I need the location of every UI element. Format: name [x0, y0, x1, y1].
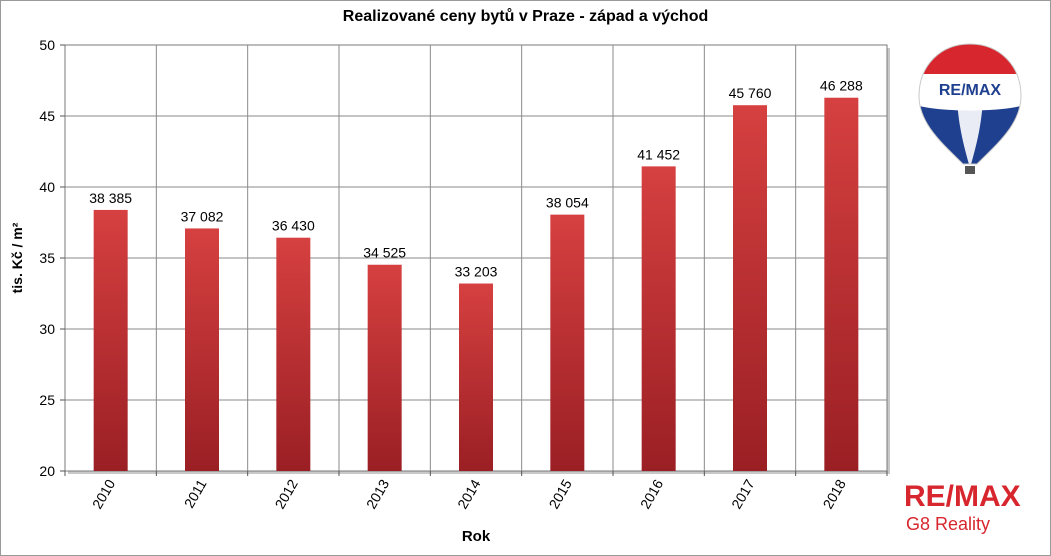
data-label-2010: 38 385: [89, 190, 132, 206]
balloon-logo-text: RE/MAX: [939, 82, 1002, 99]
bar-2016: [641, 166, 676, 472]
y-axis-label: tis. Kč / m²: [9, 222, 25, 293]
data-label-2013: 34 525: [363, 245, 406, 261]
x-axis-label: Rok: [462, 528, 491, 545]
x-tick-label-2010: 2010: [89, 476, 119, 511]
y-tick-label: 40: [39, 179, 55, 195]
data-label-2015: 38 054: [546, 195, 589, 211]
bar-2014: [459, 283, 493, 471]
data-label-2017: 45 760: [729, 85, 772, 101]
data-label-2016: 41 452: [637, 146, 680, 162]
data-label-2014: 33 203: [455, 264, 498, 280]
x-tick-label-2011: 2011: [181, 476, 210, 510]
data-label-2012: 36 430: [272, 218, 315, 234]
x-tick-label-2017: 2017: [728, 476, 758, 511]
x-tick-label-2014: 2014: [454, 476, 484, 511]
bar-2012: [276, 237, 311, 471]
brand-name: RE/MAX: [904, 480, 1021, 513]
bar-2011: [185, 228, 219, 471]
x-tick-label-2016: 2016: [637, 476, 667, 511]
y-tick-label: 25: [39, 392, 55, 408]
remax-balloon-logo: RE/MAX: [918, 43, 1022, 174]
y-tick-label: 35: [39, 250, 55, 266]
y-tick-label: 50: [39, 37, 55, 53]
x-tick-label-2018: 2018: [819, 476, 849, 511]
y-tick-label: 30: [39, 321, 55, 337]
x-tick-label-2013: 2013: [363, 476, 393, 511]
data-label-2018: 46 288: [820, 78, 863, 94]
y-tick-label: 20: [39, 463, 55, 479]
bar-2015: [550, 214, 585, 472]
bar-2018: [824, 97, 859, 472]
brand-subtitle: G8 Reality: [906, 514, 991, 534]
x-tick-label-2012: 2012: [271, 476, 301, 511]
x-tick-label-2015: 2015: [545, 476, 575, 511]
bar-2010: [93, 209, 128, 472]
brand-logo: RE/MAX G8 Reality: [904, 481, 1034, 535]
bar-2013: [367, 264, 402, 471]
chart-title: Realizované ceny bytů v Praze - západ a …: [342, 8, 709, 25]
y-tick-label: 45: [39, 108, 55, 124]
data-label-2011: 37 082: [181, 208, 224, 224]
bar-2017: [733, 105, 767, 471]
